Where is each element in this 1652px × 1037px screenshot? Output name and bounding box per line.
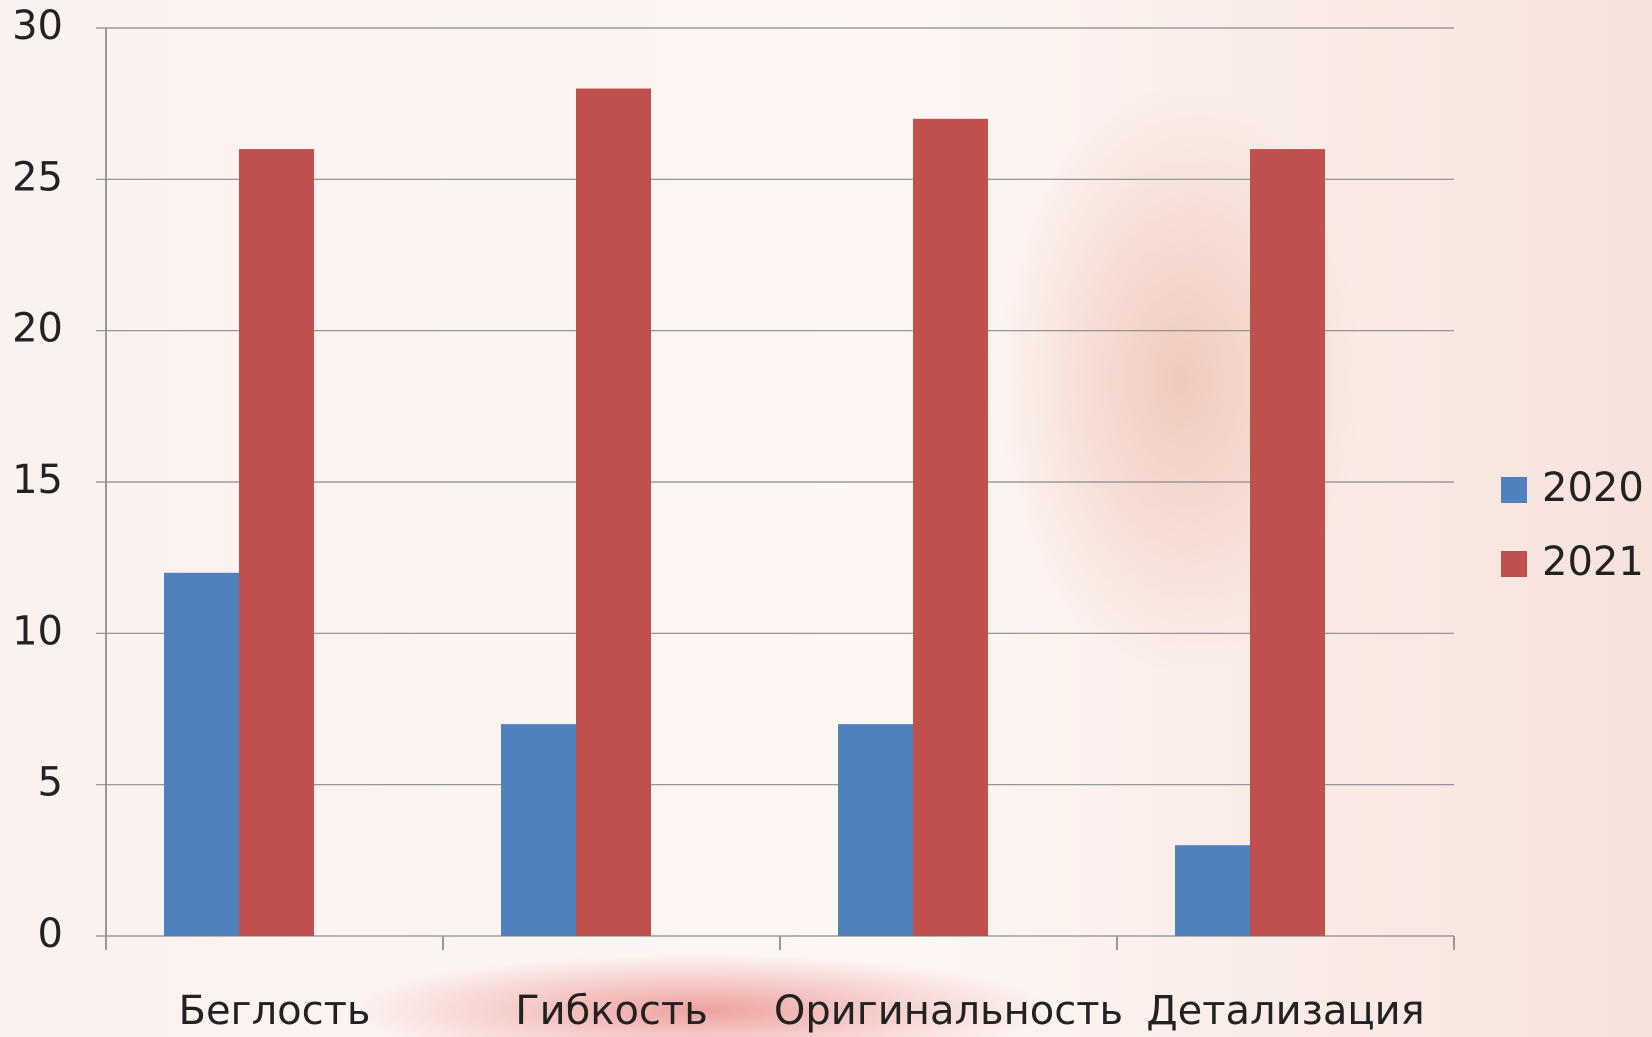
x-tick-label: Оригинальность <box>774 988 1123 1034</box>
bar <box>576 89 651 936</box>
y-tick-label: 5 <box>38 760 63 806</box>
page: 0 5 10 15 20 25 30 Беглость Гибкость Оригинальнос… <box>0 0 1652 1037</box>
bar <box>1250 149 1325 936</box>
y-tick-label: 20 <box>12 306 63 352</box>
y-tick-label: 0 <box>38 911 63 957</box>
legend-swatch <box>1501 551 1527 577</box>
legend-label: 2021 <box>1542 539 1644 585</box>
legend-label: 2020 <box>1542 465 1644 511</box>
y-tick-label: 25 <box>12 154 63 200</box>
bar <box>913 119 988 936</box>
bar <box>838 724 913 936</box>
bar <box>1175 845 1250 936</box>
y-tick-label: 15 <box>12 457 63 503</box>
y-tick-label: 30 <box>12 3 63 49</box>
bar <box>501 724 576 936</box>
x-tick-label: Детализация <box>1146 988 1424 1034</box>
chart: 0 5 10 15 20 25 30 Беглость Гибкость Оригинальнос… <box>0 0 1652 1037</box>
legend-swatch <box>1501 477 1527 503</box>
y-tick-label: 10 <box>12 608 63 654</box>
x-tick-label: Беглость <box>179 988 371 1034</box>
bar <box>164 573 239 936</box>
x-tick-label: Гибкость <box>515 988 708 1034</box>
bar <box>239 149 314 936</box>
